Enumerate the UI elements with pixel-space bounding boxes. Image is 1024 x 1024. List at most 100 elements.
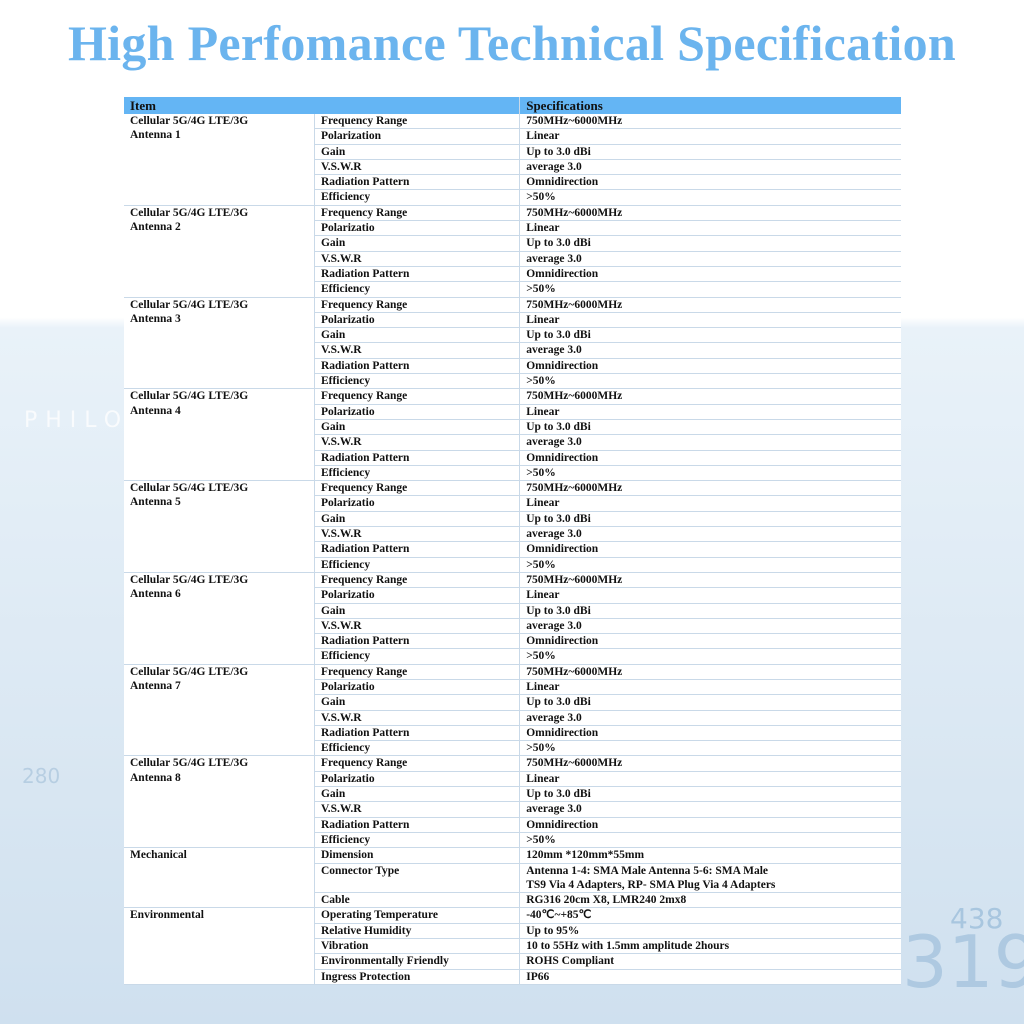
page-title: High Perfomance Technical Specification xyxy=(67,15,957,71)
parameter-cell: Radiation Pattern xyxy=(313,633,520,650)
watermark: 438 xyxy=(950,902,1004,935)
table-row: Polarizatio Linear xyxy=(124,404,901,420)
spec-cell: average 3.0 xyxy=(519,801,901,818)
spec-cell: Linear xyxy=(519,587,901,604)
table-row: Radiation Pattern Omnidirection xyxy=(124,817,901,833)
table-row: V.S.W.R average 3.0 xyxy=(124,801,901,818)
parameter-cell: Connector Type xyxy=(313,863,520,894)
spec-cell: Antenna 1-4: SMA Male Antenna 5-6: SMA M… xyxy=(519,863,901,894)
table-row: Gain Up to 3.0 dBi xyxy=(124,694,901,711)
spec-value: 750MHz~6000MHz xyxy=(526,390,623,403)
parameter-cell: Polarizatio xyxy=(313,587,520,604)
spec-cell: 750MHz~6000MHz xyxy=(519,664,901,680)
spec-value: Up to 3.0 dBi xyxy=(526,788,591,801)
parameter-cell: Gain xyxy=(313,144,520,160)
spec-cell: average 3.0 xyxy=(519,526,901,543)
spec-value: average 3.0 xyxy=(526,252,582,265)
item-label: Cellular 5G/4G LTE/3G xyxy=(130,298,249,311)
parameter-cell: Efficiency xyxy=(313,832,520,849)
spec-cell: 750MHz~6000MHz xyxy=(519,755,901,772)
table-row: Vibration 10 to 55Hz with 1.5mm amplitude… xyxy=(124,938,901,955)
table-row: V.S.W.R average 3.0 xyxy=(124,159,901,176)
parameter-cell: Frequency Range xyxy=(313,755,520,772)
table-row: Cable RG316 20cm X8, LMR240 2mx8 xyxy=(124,892,901,909)
item-cell: Cellular 5G/4G LTE/3G Antenna 2 xyxy=(124,205,315,298)
item-cell: Cellular 5G/4G LTE/3G Antenna 4 xyxy=(124,388,315,482)
table-row: Radiation Pattern Omnidirection xyxy=(124,633,901,650)
parameter-cell: Frequency Range xyxy=(313,297,520,313)
table-row: Radiation Pattern Omnidirection xyxy=(124,358,901,375)
spec-cell: average 3.0 xyxy=(519,434,901,451)
spec-cell: Up to 3.0 dBi xyxy=(519,786,901,803)
spec-value: Linear xyxy=(526,130,560,143)
parameter-cell: V.S.W.R xyxy=(313,342,520,359)
item-label: Cellular 5G/4G LTE/3G xyxy=(130,482,249,495)
spec-cell: Linear xyxy=(519,771,901,788)
parameter-cell: Gain xyxy=(313,419,520,436)
spec-value: Up to 3.0 dBi xyxy=(526,237,591,250)
table-row: Radiation Pattern Omnidirection xyxy=(124,450,901,466)
table-row: Efficiency >50% xyxy=(124,832,901,849)
spec-value: Omnidirection xyxy=(526,176,599,189)
spec-value: RG316 20cm X8, LMR240 2mx8 xyxy=(526,894,687,907)
parameter-cell: Gain xyxy=(313,786,520,803)
spec-value: Up to 3.0 dBi xyxy=(526,145,591,158)
table-row: Radiation Pattern Omnidirection xyxy=(124,541,901,558)
spec-cell: Up to 3.0 dBi xyxy=(519,511,901,528)
table-row: Mechanical Dimension 120mm *120mm*55mm xyxy=(124,847,901,909)
item-label: Antenna 2 xyxy=(130,221,181,234)
spec-cell: 750MHz~6000MHz xyxy=(519,388,901,405)
table-row: Cellular 5G/4G LTE/3G Antenna 5 Frequency … xyxy=(124,480,901,573)
item-cell: Cellular 5G/4G LTE/3G Antenna 7 xyxy=(124,664,315,757)
parameter-cell: V.S.W.R xyxy=(313,159,520,176)
parameter-cell: Gain xyxy=(313,603,520,619)
parameter-cell: Polarization xyxy=(313,128,520,145)
spec-cell: Omnidirection xyxy=(519,817,901,833)
spec-cell: average 3.0 xyxy=(519,342,901,359)
spec-cell: Linear xyxy=(519,220,901,237)
spec-value: TS9 Via 4 Adapters, RP- SMA Plug Via 4 A… xyxy=(526,878,776,891)
parameter-cell: V.S.W.R xyxy=(313,251,520,267)
spec-cell: >50% xyxy=(519,832,901,849)
parameter-cell: Frequency Range xyxy=(313,114,520,130)
spec-cell: Linear xyxy=(519,128,901,145)
spec-cell: Omnidirection xyxy=(519,725,901,742)
parameter-cell: Frequency Range xyxy=(313,205,520,222)
table-row: Efficiency >50% xyxy=(124,557,901,573)
spec-cell: ROHS Compliant xyxy=(519,953,901,970)
table-row: Cellular 5G/4G LTE/3G Antenna 8 Frequency … xyxy=(124,755,901,849)
spec-cell: Linear xyxy=(519,495,901,512)
spec-value: Linear xyxy=(526,497,560,510)
parameter-cell: Polarizatio xyxy=(313,495,520,512)
table-row: Efficiency >50% xyxy=(124,189,901,206)
spec-cell: average 3.0 xyxy=(519,710,901,726)
table-row: Radiation Pattern Omnidirection xyxy=(124,725,901,742)
spec-value: Omnidirection xyxy=(526,267,599,280)
header-cell: Specifications xyxy=(519,97,901,114)
spec-value: Linear xyxy=(526,313,560,326)
spec-value: Up to 3.0 dBi xyxy=(526,420,591,433)
spec-cell: >50% xyxy=(519,373,901,390)
spec-value: average 3.0 xyxy=(526,160,582,173)
table-row: Polarizatio Linear xyxy=(124,771,901,788)
table-row: Gain Up to 3.0 dBi xyxy=(124,419,901,436)
spec-value: average 3.0 xyxy=(526,436,582,449)
spec-cell: Omnidirection xyxy=(519,358,901,375)
spec-value: 750MHz~6000MHz xyxy=(526,206,623,219)
spec-value: >50% xyxy=(526,558,556,571)
parameter-cell: Gain xyxy=(313,511,520,528)
table-body: Item Specifications Cellular 5G/4G LTE/3… xyxy=(124,97,901,985)
parameter-cell: V.S.W.R xyxy=(313,434,520,451)
parameter-cell: Gain xyxy=(313,327,520,344)
item-label: Cellular 5G/4G LTE/3G xyxy=(130,206,249,219)
table-row: Polarizatio Linear xyxy=(124,495,901,512)
spec-value: IP66 xyxy=(526,970,550,983)
spec-value: Omnidirection xyxy=(526,635,599,648)
table-row: Environmental Operating Temperature -40℃~+… xyxy=(124,907,901,985)
spec-value: >50% xyxy=(526,466,556,479)
spec-value: 750MHz~6000MHz xyxy=(526,298,623,311)
parameter-cell: Relative Humidity xyxy=(313,923,520,940)
table-row: Gain Up to 3.0 dBi xyxy=(124,144,901,160)
spec-value: Linear xyxy=(526,680,560,693)
spec-cell: >50% xyxy=(519,465,901,482)
